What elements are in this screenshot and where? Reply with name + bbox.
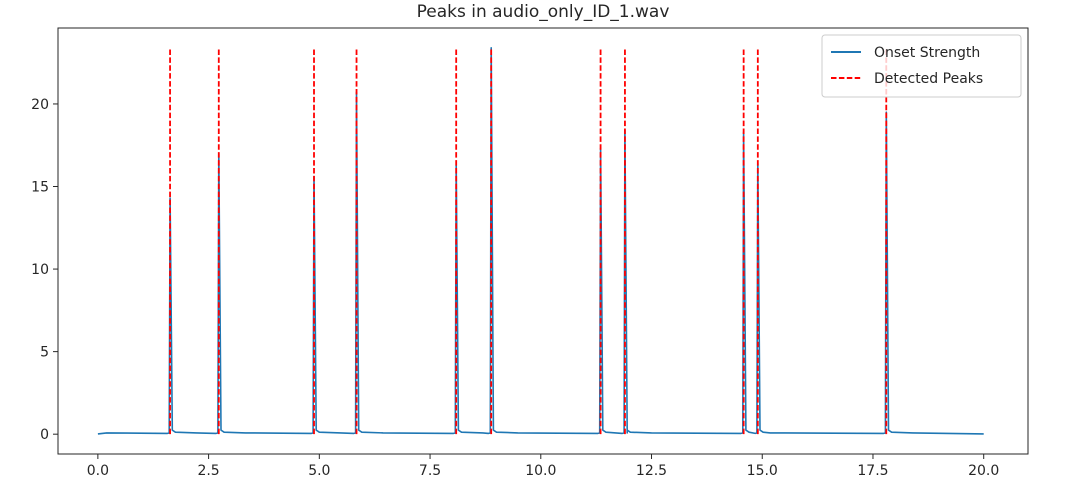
- legend-entry-onset-strength: Onset Strength: [874, 45, 980, 61]
- y-tick-label: 15: [31, 180, 49, 196]
- x-tick-label: 7.5: [419, 463, 441, 479]
- plot-frame: [57, 27, 1029, 455]
- series-layer: [97, 47, 984, 435]
- x-tick-label: 15.0: [747, 463, 778, 479]
- y-axis: 0 5 10 15 20: [31, 97, 58, 443]
- y-tick-label: 10: [31, 262, 49, 278]
- x-tick-label: 20.0: [968, 463, 999, 479]
- series-line-onset-strength: [97, 47, 984, 435]
- y-tick-label: 0: [40, 427, 49, 443]
- x-tick-label: 10.0: [525, 463, 556, 479]
- chart-title: Peaks in audio_only_ID_1.wav: [417, 2, 670, 22]
- x-tick-label: 12.5: [636, 463, 667, 479]
- x-tick-label: 0.0: [87, 463, 109, 479]
- y-tick-label: 20: [31, 97, 49, 113]
- x-tick-label: 5.0: [308, 463, 330, 479]
- y-tick-label: 5: [40, 345, 49, 361]
- legend-entry-detected-peaks: Detected Peaks: [874, 71, 983, 87]
- legend-box: [821, 34, 1022, 98]
- x-axis: 0.0 2.5 5.0 7.5 10.0 12.5 15.0 17.5 20.0: [87, 454, 999, 479]
- legend: Onset Strength Detected Peaks: [821, 34, 1022, 98]
- x-tick-label: 2.5: [197, 463, 219, 479]
- x-tick-label: 17.5: [857, 463, 888, 479]
